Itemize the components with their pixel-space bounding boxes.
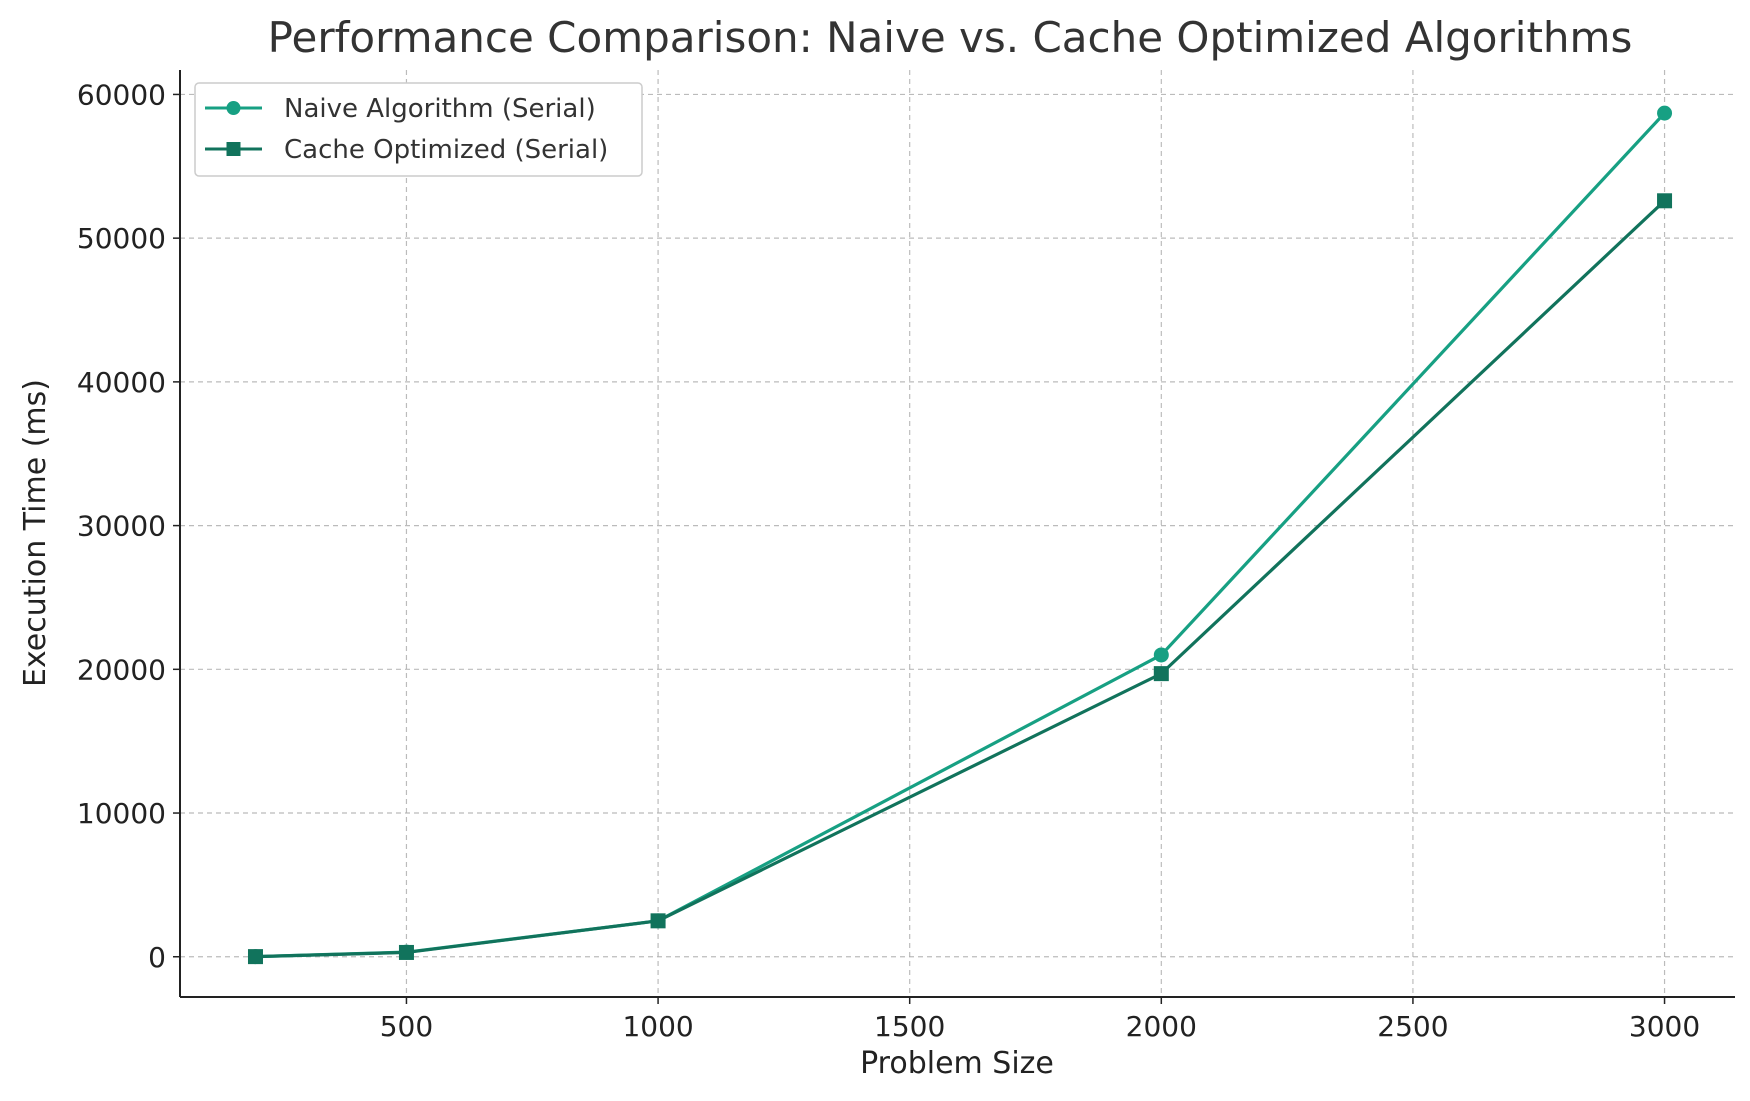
legend-entry-cache: Cache Optimized (Serial)	[205, 135, 608, 165]
y-tick-label: 10000	[77, 797, 166, 830]
legend-marker-cache	[226, 142, 241, 156]
axes	[179, 70, 1735, 998]
x-tick-label: 500	[380, 1010, 433, 1043]
x-tick-label: 1500	[874, 1010, 945, 1043]
y-tick-label: 30000	[77, 510, 166, 543]
x-ticks: 500 1000 1500 2000 2500 3000	[380, 997, 1700, 1043]
y-tick-label: 20000	[77, 653, 166, 686]
data-point-circle	[1153, 647, 1169, 663]
x-tick-label: 2500	[1377, 1010, 1448, 1043]
grid-lines	[180, 70, 1735, 997]
series-cache-optimized	[247, 193, 1673, 965]
legend-entry-naive: Naive Algorithm (Serial)	[205, 94, 596, 124]
data-point-square	[247, 949, 263, 965]
data-point-square	[398, 944, 414, 960]
legend-label-cache: Cache Optimized (Serial)	[284, 135, 608, 165]
x-tick-label: 2000	[1126, 1010, 1197, 1043]
y-tick-label: 40000	[77, 366, 166, 399]
y-axis-title: Execution Time (ms)	[18, 379, 53, 687]
data-point-square	[650, 913, 666, 929]
series-layer	[247, 105, 1673, 965]
series-naive	[247, 105, 1673, 965]
y-ticks: 0 10000 20000 30000 40000 50000 60000	[77, 78, 180, 974]
x-tick-label: 1000	[622, 1010, 693, 1043]
legend-box	[194, 82, 643, 177]
legend: Naive Algorithm (Serial) Cache Optimized…	[194, 82, 643, 177]
y-tick-label: 60000	[77, 78, 166, 111]
data-point-square	[1153, 666, 1169, 682]
data-point-circle	[1657, 105, 1673, 121]
legend-marker-naive	[226, 101, 241, 115]
x-tick-label: 3000	[1629, 1010, 1700, 1043]
y-tick-label: 0	[148, 941, 166, 974]
data-point-square	[1657, 193, 1673, 209]
y-tick-label: 50000	[77, 222, 166, 255]
legend-label-naive: Naive Algorithm (Serial)	[284, 94, 596, 124]
chart-title: Performance Comparison: Naive vs. Cache …	[268, 13, 1633, 62]
series-line	[255, 199, 1666, 959]
x-axis-title: Problem Size	[860, 1046, 1054, 1081]
series-line	[255, 112, 1666, 959]
